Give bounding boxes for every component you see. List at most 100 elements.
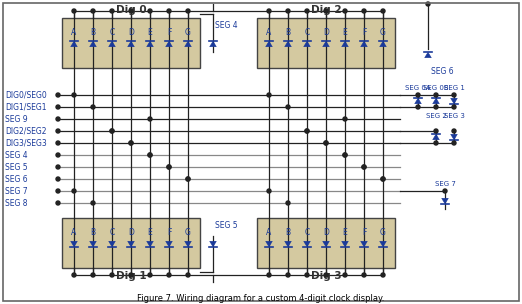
Polygon shape	[147, 41, 153, 47]
Circle shape	[434, 129, 438, 133]
Text: D: D	[128, 228, 134, 237]
Text: G: G	[185, 28, 191, 37]
Circle shape	[186, 177, 190, 181]
Polygon shape	[304, 241, 310, 247]
Circle shape	[362, 165, 366, 169]
Circle shape	[56, 165, 60, 169]
Circle shape	[434, 93, 438, 97]
Text: DIG3/SEG3: DIG3/SEG3	[5, 139, 47, 147]
Circle shape	[434, 105, 438, 109]
Text: SEG 8: SEG 8	[5, 199, 28, 208]
Polygon shape	[342, 41, 348, 47]
Polygon shape	[128, 241, 134, 247]
Text: D: D	[323, 28, 329, 37]
Text: A: A	[266, 28, 271, 37]
Polygon shape	[266, 41, 272, 47]
Circle shape	[434, 141, 438, 145]
Text: F: F	[167, 228, 171, 237]
Polygon shape	[361, 241, 367, 247]
Text: E: E	[342, 228, 347, 237]
Polygon shape	[433, 98, 440, 104]
Circle shape	[72, 93, 76, 97]
Polygon shape	[90, 41, 96, 47]
Circle shape	[305, 9, 309, 13]
Circle shape	[362, 9, 366, 13]
Circle shape	[110, 129, 114, 133]
Text: Dig 1: Dig 1	[116, 271, 146, 281]
Polygon shape	[304, 41, 310, 47]
Text: SEG 2: SEG 2	[425, 113, 446, 119]
Circle shape	[148, 273, 152, 277]
Circle shape	[324, 273, 328, 277]
Circle shape	[129, 141, 133, 145]
Circle shape	[148, 117, 152, 121]
Circle shape	[91, 9, 95, 13]
Polygon shape	[323, 241, 329, 247]
Polygon shape	[70, 241, 77, 247]
Circle shape	[416, 105, 420, 109]
Text: B: B	[90, 28, 96, 37]
Circle shape	[305, 273, 309, 277]
Bar	[257, 18, 395, 68]
Circle shape	[343, 117, 347, 121]
Circle shape	[443, 189, 447, 193]
Text: SEG 5: SEG 5	[215, 221, 238, 230]
Polygon shape	[266, 241, 272, 247]
Circle shape	[305, 129, 309, 133]
Circle shape	[343, 9, 347, 13]
Text: G: G	[380, 228, 386, 237]
Text: G: G	[185, 228, 191, 237]
Text: DIG0/SEG0: DIG0/SEG0	[5, 91, 47, 99]
Circle shape	[186, 9, 190, 13]
Polygon shape	[284, 41, 291, 47]
Circle shape	[56, 189, 60, 193]
Circle shape	[267, 189, 271, 193]
Text: SEG 1: SEG 1	[444, 85, 465, 91]
Text: DIG2/SEG2: DIG2/SEG2	[5, 126, 46, 136]
Circle shape	[110, 9, 114, 13]
Circle shape	[56, 93, 60, 97]
Text: SEG 3: SEG 3	[444, 113, 465, 119]
Circle shape	[343, 153, 347, 157]
Circle shape	[362, 165, 366, 169]
Circle shape	[426, 2, 430, 6]
Text: A: A	[72, 28, 77, 37]
Text: A: A	[266, 228, 271, 237]
Text: C: C	[110, 28, 115, 37]
Polygon shape	[361, 41, 367, 47]
Circle shape	[72, 189, 76, 193]
Polygon shape	[342, 241, 348, 247]
Polygon shape	[147, 241, 153, 247]
Circle shape	[91, 273, 95, 277]
Circle shape	[381, 177, 385, 181]
Circle shape	[286, 9, 290, 13]
Circle shape	[129, 273, 133, 277]
Text: SEG 0A: SEG 0A	[405, 85, 431, 91]
Circle shape	[56, 177, 60, 181]
Polygon shape	[450, 134, 457, 140]
Circle shape	[91, 105, 95, 109]
Polygon shape	[109, 241, 115, 247]
Text: E: E	[148, 28, 152, 37]
Text: G: G	[380, 28, 386, 37]
Text: DIG1/SEG1: DIG1/SEG1	[5, 102, 46, 112]
Text: SEG 0B: SEG 0B	[423, 85, 449, 91]
Text: A: A	[72, 228, 77, 237]
Polygon shape	[165, 41, 172, 47]
Circle shape	[324, 141, 328, 145]
Polygon shape	[425, 52, 431, 58]
Circle shape	[129, 9, 133, 13]
Text: F: F	[167, 28, 171, 37]
Circle shape	[167, 165, 171, 169]
Circle shape	[324, 141, 328, 145]
Polygon shape	[109, 41, 115, 47]
Text: SEG 5: SEG 5	[5, 163, 28, 171]
Text: D: D	[128, 28, 134, 37]
Circle shape	[267, 9, 271, 13]
Circle shape	[91, 201, 95, 205]
Text: Dig 0: Dig 0	[116, 5, 146, 15]
Polygon shape	[414, 98, 421, 104]
Text: C: C	[110, 228, 115, 237]
Text: D: D	[323, 228, 329, 237]
Circle shape	[56, 105, 60, 109]
